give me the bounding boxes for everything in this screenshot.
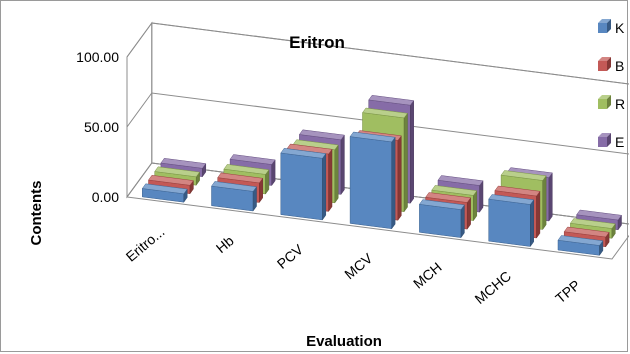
- legend-item: B: [598, 57, 624, 74]
- bar-K-MCHC: [488, 194, 535, 248]
- y-tick-label: 0.00: [92, 189, 119, 205]
- legend-item: E: [598, 133, 624, 150]
- bar-K-TPP: [557, 235, 604, 257]
- legend-swatch: [598, 99, 607, 109]
- gridline: [126, 92, 629, 155]
- category-label: Hb: [213, 232, 237, 256]
- bar-K-MCH: [418, 199, 465, 239]
- y-axis-ticks: 0.00 50.00 100.00: [76, 49, 119, 205]
- legend-label: R: [615, 96, 625, 112]
- bar-K-PCV: [280, 148, 327, 221]
- gridline: [126, 22, 629, 85]
- chart-title: Eritron: [289, 33, 345, 52]
- bars: [141, 95, 622, 257]
- y-tick-label: 100.00: [76, 49, 119, 65]
- bar-K-MCV: [349, 131, 396, 230]
- category-label: PCV: [274, 241, 307, 272]
- bar-K-Eritro...: [141, 183, 188, 203]
- legend-label: K: [615, 20, 625, 36]
- category-label: MCV: [341, 250, 376, 283]
- legend: K B R E: [598, 19, 625, 150]
- legend-swatch: [598, 23, 607, 33]
- legend-label: B: [615, 58, 624, 74]
- y-axis-title: Contents: [28, 181, 45, 246]
- legend-item: K: [598, 19, 625, 36]
- legend-label: E: [615, 134, 624, 150]
- legend-swatch: [598, 61, 607, 71]
- category-label: TPP: [552, 277, 583, 307]
- legend-item: R: [598, 95, 625, 112]
- y-tick-label: 50.00: [84, 119, 119, 135]
- category-label: MCHC: [472, 268, 514, 307]
- legend-swatch: [598, 137, 607, 147]
- x-axis-title: Evaluation: [306, 333, 382, 350]
- category-label: Eritro...: [123, 223, 168, 264]
- bar-K-Hb: [211, 181, 257, 212]
- category-label: MCH: [410, 259, 445, 292]
